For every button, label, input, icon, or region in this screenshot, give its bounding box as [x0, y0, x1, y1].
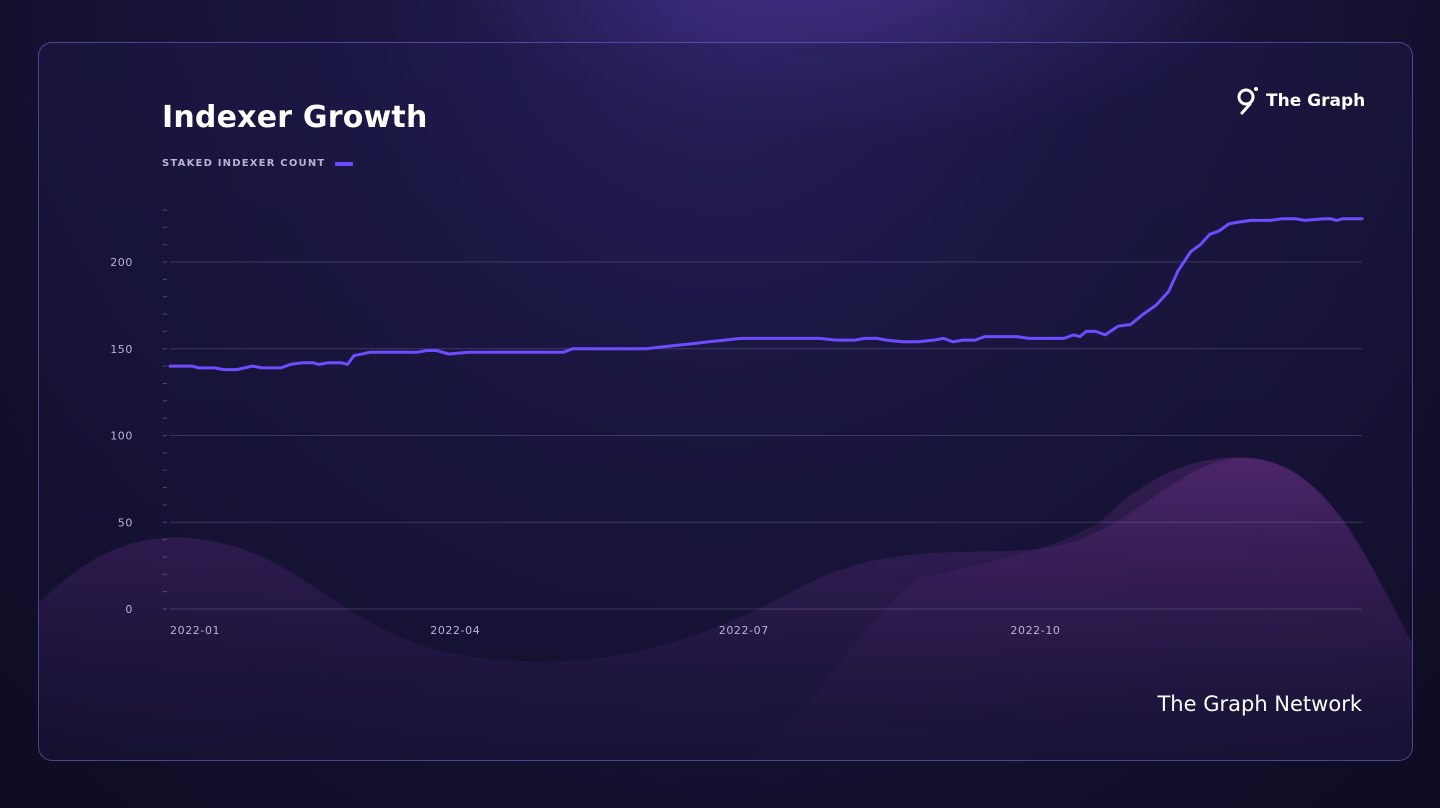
brand-logo: The Graph — [1236, 86, 1365, 116]
footer-network-label: The Graph Network — [1157, 692, 1362, 716]
y-tick-label: 100 — [110, 430, 133, 443]
chart-title: Indexer Growth — [162, 100, 428, 135]
series-line-staked-indexer-count — [168, 217, 1364, 372]
x-tick-label: 2022-07 — [719, 624, 769, 637]
y-tick-label: 50 — [118, 516, 133, 529]
x-tick-label: 2022-10 — [1010, 624, 1060, 637]
x-tick-label: 2022-04 — [430, 624, 480, 637]
chart-legend: STAKED INDEXER COUNT — [162, 158, 354, 169]
x-axis-labels: 2022-01 2022-04 2022-07 2022-10 — [170, 624, 1060, 637]
legend-swatch — [335, 161, 354, 166]
y-minor-ticks — [163, 209, 167, 610]
y-tick-label: 200 — [110, 256, 133, 269]
the-graph-logo-icon — [1237, 87, 1258, 115]
gridlines — [170, 261, 1362, 610]
y-axis-labels: 0 50 100 150 200 — [110, 256, 133, 616]
background-waves — [39, 457, 1412, 760]
x-tick-label: 2022-01 — [170, 624, 220, 637]
logo-text: The Graph — [1266, 91, 1366, 111]
chart-card — [38, 42, 1413, 761]
y-tick-label: 0 — [125, 603, 133, 616]
legend-label: STAKED INDEXER COUNT — [162, 158, 326, 169]
y-tick-label: 150 — [110, 343, 133, 356]
